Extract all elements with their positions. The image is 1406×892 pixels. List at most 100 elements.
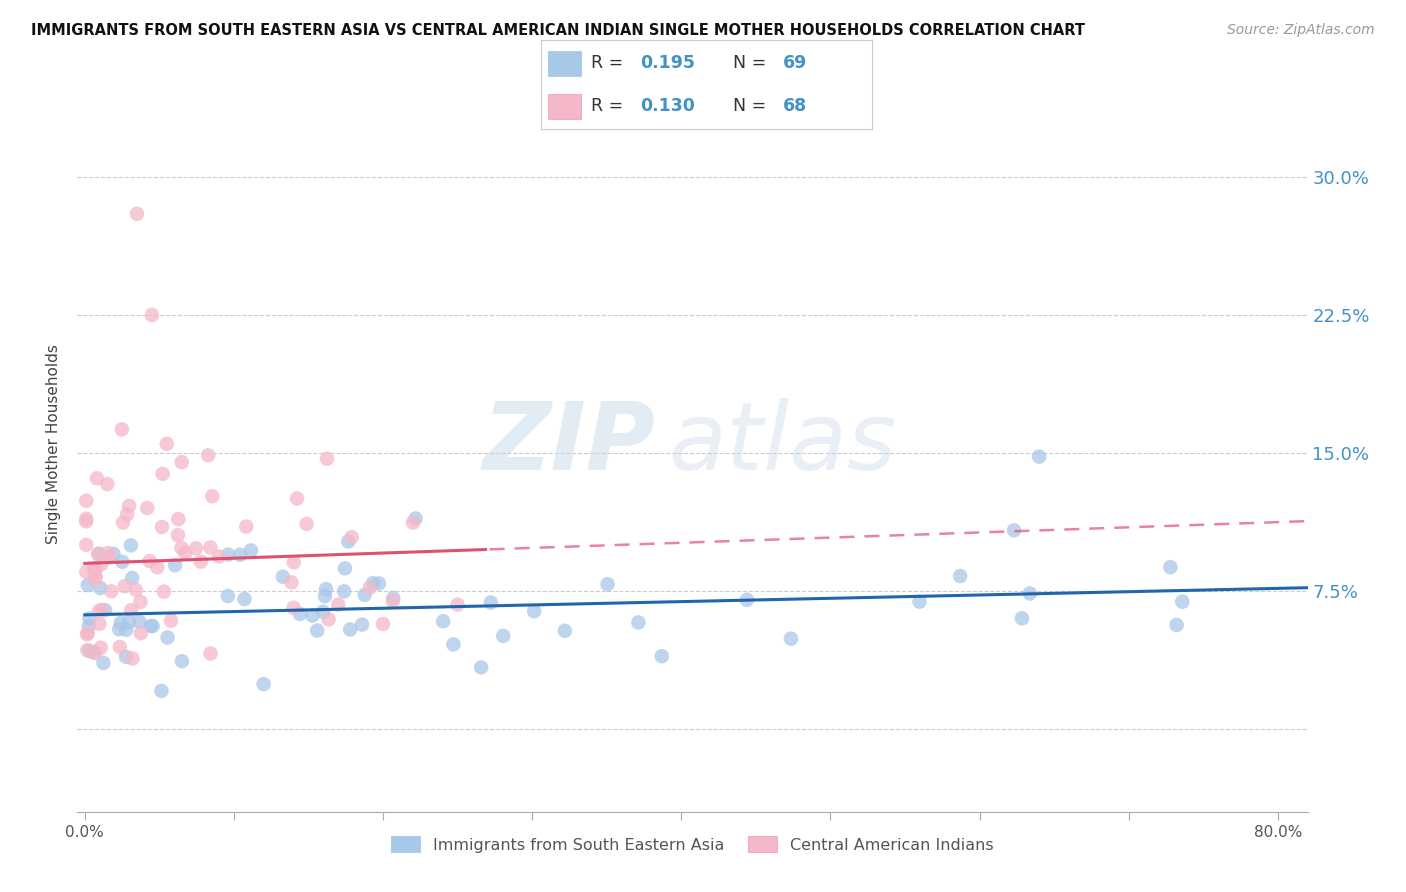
Point [627,615,650,630]
Bar [548,51,581,76]
Text: R =: R = [591,96,628,115]
Point [121,571,143,585]
Point [312,605,335,619]
Point [90,558,112,572]
Point [479,595,502,609]
Point [554,624,576,638]
Point [217,548,239,562]
Point [1159,560,1181,574]
Point [1011,611,1033,625]
Text: N =: N = [733,96,772,115]
Point [283,555,305,569]
Point [84,569,107,583]
Point [87,547,110,561]
Point [75,515,97,529]
Point [402,516,425,530]
Point [84,646,107,660]
Point [233,592,256,607]
Point [150,520,173,534]
Point [76,578,98,592]
Point [125,207,148,221]
Point [125,582,148,597]
Point [160,614,183,628]
Point [301,608,323,623]
Point [89,616,111,631]
Text: Source: ZipAtlas.com: Source: ZipAtlas.com [1227,23,1375,37]
Text: 0.130: 0.130 [641,96,696,115]
Point [167,512,190,526]
Point [523,604,546,618]
Text: IMMIGRANTS FROM SOUTH EASTERN ASIA VS CENTRAL AMERICAN INDIAN SINGLE MOTHER HOUS: IMMIGRANTS FROM SOUTH EASTERN ASIA VS CE… [31,23,1085,38]
Point [115,623,138,637]
Point [76,627,98,641]
Point [87,547,110,561]
Point [1018,586,1040,600]
Point [90,640,112,655]
Point [596,577,619,591]
Point [136,501,159,516]
Point [82,645,104,659]
Point [735,592,758,607]
Point [97,546,120,560]
Point [77,644,100,658]
Point [114,579,136,593]
Point [152,467,174,481]
Point [359,581,381,595]
Point [165,558,187,573]
Point [361,576,384,591]
Point [337,534,360,549]
Point [229,548,252,562]
Point [405,511,427,525]
Point [651,649,673,664]
Point [138,554,160,568]
Point [120,538,142,552]
Point [108,622,131,636]
Point [129,626,152,640]
Point [949,569,972,583]
Point [98,549,121,564]
Point [170,654,193,668]
Point [295,516,318,531]
Point [120,603,142,617]
Point [1166,618,1188,632]
Point [156,631,179,645]
Bar [548,94,581,119]
Point [94,603,117,617]
Legend: Immigrants from South Eastern Asia, Central American Indians: Immigrants from South Eastern Asia, Cent… [385,830,1000,859]
Point [75,493,97,508]
Point [253,677,276,691]
Point [197,448,219,462]
Point [83,573,105,587]
Point [167,528,190,542]
Point [780,632,803,646]
Point [141,308,163,322]
Point [190,555,212,569]
Point [129,595,152,609]
Point [121,651,143,665]
Point [142,619,165,633]
Point [285,491,308,506]
Point [328,598,350,612]
Text: 68: 68 [783,96,807,115]
Point [350,617,373,632]
Point [150,684,173,698]
Point [288,607,311,621]
Point [75,538,97,552]
Text: 69: 69 [783,54,807,72]
Point [200,541,222,555]
Point [318,612,340,626]
Point [75,512,97,526]
Point [110,615,132,630]
Point [108,640,131,654]
Point [170,455,193,469]
Point [316,451,339,466]
Point [91,603,114,617]
Point [307,624,329,638]
Point [443,637,465,651]
Point [112,516,135,530]
Point [86,471,108,485]
Point [371,617,394,632]
Text: R =: R = [591,54,628,72]
Point [89,581,111,595]
Point [139,619,162,633]
